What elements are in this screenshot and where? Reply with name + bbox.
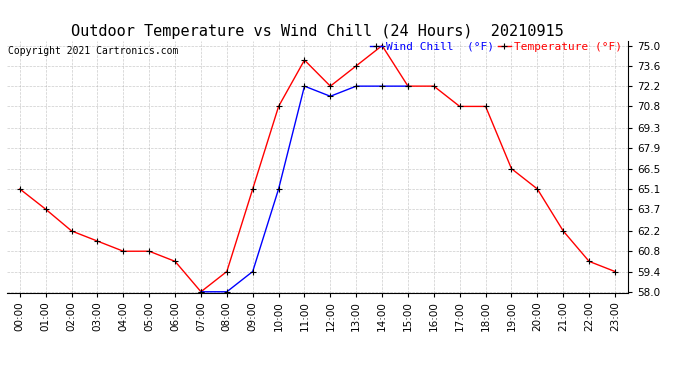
Title: Outdoor Temperature vs Wind Chill (24 Hours)  20210915: Outdoor Temperature vs Wind Chill (24 Ho…: [71, 24, 564, 39]
Text: Copyright 2021 Cartronics.com: Copyright 2021 Cartronics.com: [8, 46, 179, 56]
Legend: Wind Chill  (°F), Temperature (°F): Wind Chill (°F), Temperature (°F): [370, 42, 622, 52]
